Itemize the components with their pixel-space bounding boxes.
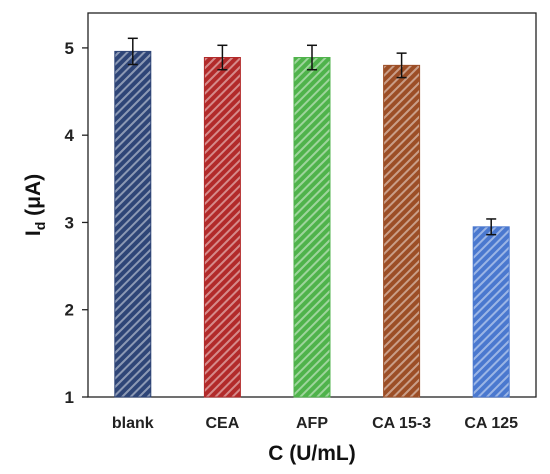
bar	[472, 226, 510, 398]
bars	[114, 37, 510, 398]
x-tick-label: CA 125	[464, 415, 518, 432]
y-axis: 1 2 3 4 5	[65, 39, 88, 407]
bar	[383, 64, 421, 398]
bar	[293, 57, 331, 398]
y-axis-title-subscript: d	[32, 222, 48, 231]
y-tick-label: 5	[65, 39, 74, 58]
y-tick-label: 4	[65, 126, 75, 145]
bar	[203, 57, 241, 398]
y-axis-title: Id (μA)	[22, 174, 48, 236]
y-axis-title-unit: (μA)	[22, 174, 45, 222]
y-tick-label: 3	[65, 213, 74, 232]
y-tick-label: 1	[65, 388, 74, 407]
y-tick-label: 2	[65, 301, 74, 320]
x-tick-label: AFP	[296, 415, 328, 432]
bar	[114, 50, 152, 398]
x-tick-label: CA 15-3	[372, 415, 431, 432]
x-tick-label: blank	[112, 415, 154, 432]
x-axis: blank CEA AFP CA 15-3 CA 125	[112, 415, 518, 432]
x-axis-title: C (U/mL)	[268, 442, 356, 465]
y-axis-title-main: I	[22, 230, 45, 236]
x-tick-label: CEA	[206, 415, 240, 432]
